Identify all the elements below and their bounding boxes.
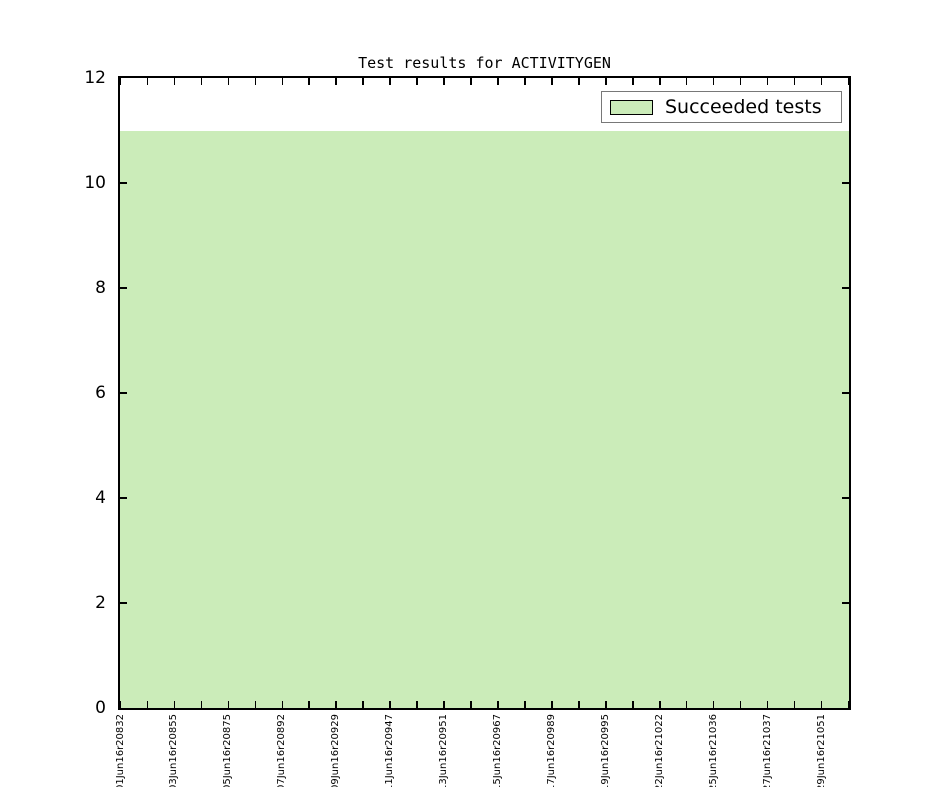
x-tick-top bbox=[524, 78, 526, 85]
x-tick-label: 22Jun16r21022 bbox=[653, 714, 665, 787]
x-tick-top bbox=[632, 78, 634, 85]
x-tick-bottom bbox=[632, 701, 634, 708]
x-tick-top bbox=[335, 78, 337, 85]
x-tick-top bbox=[227, 78, 230, 85]
x-tick-bottom bbox=[200, 701, 203, 708]
x-tick-top bbox=[659, 78, 661, 85]
y-tick-label: 12 bbox=[84, 68, 106, 88]
x-tick-label: 25Jun16r21036 bbox=[707, 714, 719, 787]
x-tick-top bbox=[578, 78, 580, 85]
x-tick-top bbox=[443, 78, 445, 85]
x-tick-top bbox=[685, 78, 688, 85]
x-tick-label: 09Jun16r20929 bbox=[330, 714, 342, 787]
x-tick-top bbox=[281, 78, 284, 85]
x-tick-top bbox=[847, 78, 850, 85]
x-tick-bottom bbox=[254, 701, 257, 708]
x-tick-bottom bbox=[443, 701, 445, 708]
x-tick-bottom bbox=[847, 701, 850, 708]
x-tick-top bbox=[416, 78, 418, 85]
x-tick-bottom bbox=[551, 701, 553, 708]
x-tick-label: 19Jun16r20995 bbox=[599, 714, 611, 787]
x-tick-label: 29Jun16r21051 bbox=[815, 714, 827, 787]
succeeded-tests-fill-area bbox=[120, 130, 849, 708]
x-tick-bottom bbox=[335, 701, 337, 708]
x-tick-bottom bbox=[281, 701, 284, 708]
x-tick-top bbox=[173, 78, 176, 85]
x-tick-bottom bbox=[308, 701, 310, 708]
x-tick-bottom bbox=[659, 701, 661, 708]
y-tick-left bbox=[120, 392, 127, 394]
x-tick-label: 03Jun16r20855 bbox=[168, 714, 180, 787]
x-tick-label: 15Jun16r20967 bbox=[491, 714, 503, 787]
x-tick-top bbox=[605, 78, 607, 85]
x-tick-bottom bbox=[497, 701, 499, 708]
x-tick-top bbox=[308, 78, 310, 85]
x-tick-bottom bbox=[119, 701, 122, 708]
x-tick-bottom bbox=[524, 701, 526, 708]
y-tick-left bbox=[120, 182, 127, 184]
y-tick-right bbox=[842, 287, 849, 289]
legend: Succeeded tests bbox=[601, 91, 842, 123]
x-tick-top bbox=[470, 78, 472, 85]
x-tick-bottom bbox=[416, 701, 418, 708]
x-tick-bottom bbox=[227, 701, 230, 708]
x-tick-top bbox=[739, 78, 742, 85]
x-tick-bottom bbox=[173, 701, 176, 708]
x-tick-label: 01Jun16r20832 bbox=[114, 714, 126, 787]
legend-label-succeeded: Succeeded tests bbox=[665, 96, 822, 118]
x-tick-bottom bbox=[766, 701, 769, 708]
x-tick-bottom bbox=[793, 701, 796, 708]
y-tick-left bbox=[120, 602, 127, 604]
chart-title: Test results for ACTIVITYGEN bbox=[358, 54, 611, 72]
x-tick-top bbox=[146, 78, 149, 85]
x-tick-bottom bbox=[470, 701, 472, 708]
y-tick-label: 8 bbox=[95, 278, 106, 298]
y-tick-right bbox=[842, 497, 849, 499]
y-tick-right bbox=[842, 602, 849, 604]
x-tick-label: 17Jun16r20989 bbox=[545, 714, 557, 787]
x-tick-top bbox=[362, 78, 364, 85]
x-tick-label: 07Jun16r20892 bbox=[276, 714, 288, 787]
x-tick-bottom bbox=[820, 701, 823, 708]
x-tick-label: 27Jun16r21037 bbox=[761, 714, 773, 787]
x-tick-label: 11Jun16r20947 bbox=[384, 714, 396, 787]
x-tick-bottom bbox=[389, 701, 391, 708]
x-tick-top bbox=[820, 78, 823, 85]
x-tick-bottom bbox=[685, 701, 688, 708]
y-tick-left bbox=[120, 287, 127, 289]
x-tick-top bbox=[712, 78, 715, 85]
y-tick-label: 6 bbox=[95, 383, 106, 403]
x-tick-label: 05Jun16r20875 bbox=[222, 714, 234, 787]
x-tick-top bbox=[551, 78, 553, 85]
legend-swatch-succeeded-icon bbox=[610, 99, 653, 115]
y-tick-left bbox=[120, 497, 127, 499]
y-tick-label: 2 bbox=[95, 593, 106, 613]
x-tick-bottom bbox=[578, 701, 580, 708]
x-tick-bottom bbox=[605, 701, 607, 708]
y-tick-label: 0 bbox=[95, 698, 106, 718]
y-tick-right bbox=[842, 182, 849, 184]
y-tick-label: 10 bbox=[84, 173, 106, 193]
x-tick-bottom bbox=[739, 701, 742, 708]
x-tick-label: 13Jun16r20951 bbox=[438, 714, 450, 787]
x-tick-bottom bbox=[146, 701, 149, 708]
x-tick-bottom bbox=[712, 701, 715, 708]
x-tick-top bbox=[254, 78, 257, 85]
y-tick-right bbox=[842, 392, 849, 394]
x-tick-top bbox=[497, 78, 499, 85]
x-tick-bottom bbox=[362, 701, 364, 708]
x-tick-top bbox=[119, 78, 122, 85]
x-tick-top bbox=[766, 78, 769, 85]
x-tick-top bbox=[200, 78, 203, 85]
x-tick-top bbox=[389, 78, 391, 85]
y-tick-label: 4 bbox=[95, 488, 106, 508]
x-tick-top bbox=[793, 78, 796, 85]
